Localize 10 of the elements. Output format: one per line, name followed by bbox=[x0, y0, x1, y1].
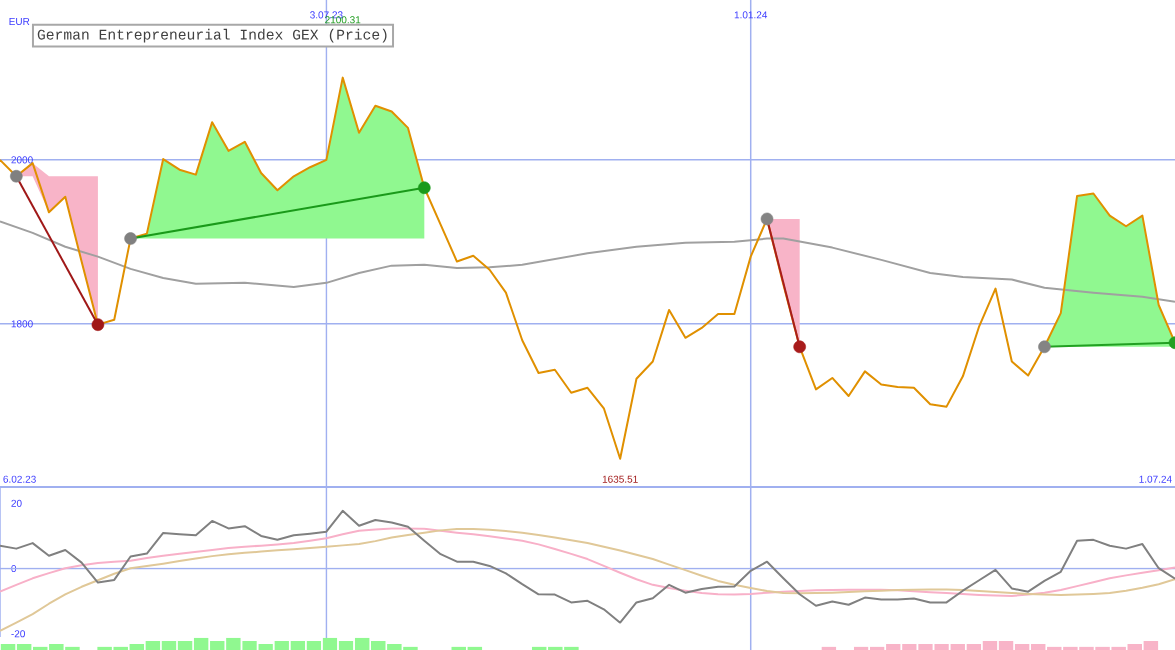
annotation: 1.07.24 bbox=[1139, 475, 1172, 483]
x-tick-label: 1.01.24 bbox=[734, 11, 768, 19]
text: German Entrepreneurial Index GEX (Price) bbox=[37, 28, 387, 43]
y-tick-label: 2000 bbox=[11, 156, 33, 164]
y-axis-title: EUR bbox=[9, 18, 30, 26]
y-tick-label: -20 bbox=[11, 630, 25, 638]
annotation: 6.02.23 bbox=[3, 475, 36, 483]
y-tick-label: 1800 bbox=[11, 320, 33, 328]
y-tick-label: 20 bbox=[11, 499, 22, 507]
annotation: 1635.51 bbox=[602, 475, 638, 483]
